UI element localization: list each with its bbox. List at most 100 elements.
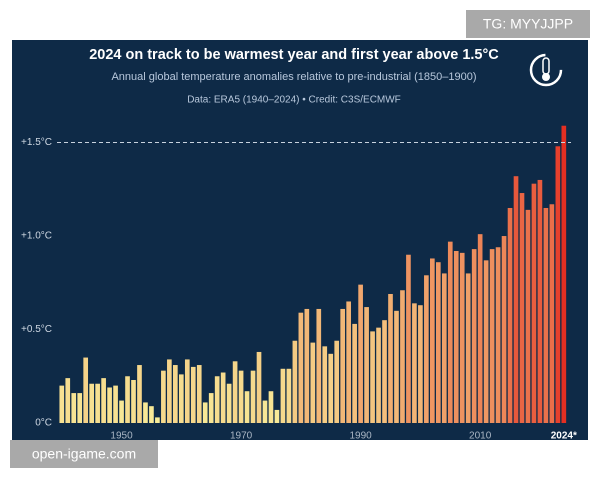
watermark-top: TG: MYYJJPP [483,16,573,32]
bar [340,308,346,423]
bar [537,179,543,423]
bar [220,372,226,423]
chart-title: 2024 on track to be warmest year and fir… [89,47,499,63]
bar [441,273,447,423]
bar [358,284,363,423]
bar [334,340,340,423]
bar [190,366,196,423]
bar [214,376,220,423]
bar [161,370,166,423]
bar [489,249,495,423]
bar [513,176,519,423]
bar [167,359,172,423]
x-tick-label: 1970 [230,431,253,442]
bar [400,290,405,423]
bar [310,342,316,423]
bar [424,275,429,423]
bar [101,378,106,423]
x-tick-label: 2024* [551,431,577,442]
bar [95,383,100,423]
bar [298,312,304,423]
bar [202,402,208,423]
bar [196,365,202,423]
bar [226,383,232,423]
bar [131,379,136,423]
bar [149,406,154,423]
bar [286,368,292,423]
bar [119,400,124,423]
bar [364,307,369,423]
y-tick-label: +1.0°C [21,231,52,242]
bar [555,146,561,423]
bar [501,236,507,423]
bar [477,234,483,423]
bar [519,193,525,423]
bar [382,320,387,423]
bar [184,359,190,423]
bar [459,252,465,423]
bar [274,409,280,423]
bar [238,370,244,423]
chart-subtitle: Annual global temperature anomalies rela… [111,71,476,83]
bar [483,260,489,423]
bar [471,249,477,423]
bar [77,393,83,423]
bar [59,385,65,423]
bar [83,357,89,423]
bar [525,209,531,423]
watermark-bottom: open-igame.com [32,446,136,462]
bar [549,204,555,423]
bar [412,303,417,423]
bar [561,125,567,423]
bar [328,353,334,423]
bar [346,301,351,423]
bar [155,417,160,423]
bar [406,254,411,423]
bar [244,391,250,423]
y-tick-label: +1.5°C [21,137,52,148]
bar [107,387,112,423]
bar [280,368,286,423]
y-tick-label: 0°C [35,418,52,429]
x-tick-label: 1990 [349,431,372,442]
watermark-box [466,10,590,38]
bar [208,393,214,423]
bar [430,258,435,423]
bar [352,323,357,423]
bar [256,351,262,423]
bar [507,207,513,423]
chart-source: Data: ERA5 (1940–2024) • Credit: C3S/ECM… [187,95,401,106]
bar [388,293,393,423]
bar [89,383,94,423]
bar [495,247,501,423]
bar [292,340,298,423]
bar [268,391,274,423]
bar [376,327,381,423]
bar [543,207,549,423]
y-tick-label: +0.5°C [21,324,52,335]
bar [232,361,238,423]
bar [322,346,328,423]
logo [529,53,563,87]
bar [447,241,453,423]
x-tick-label: 2010 [469,431,492,442]
bar [262,400,268,423]
bar [178,374,184,423]
bar [143,402,148,423]
bar [250,370,256,423]
bar [113,385,118,423]
watermark-box [10,440,158,468]
bar [370,331,375,423]
bar [418,305,423,423]
bar [465,273,471,423]
bar [531,183,537,423]
bar [173,365,178,423]
x-tick-label: 1950 [110,431,133,442]
bar [125,376,130,423]
bar [435,262,441,423]
bar [316,308,322,423]
bar [71,393,77,423]
bar [453,250,459,423]
bar [394,310,399,423]
